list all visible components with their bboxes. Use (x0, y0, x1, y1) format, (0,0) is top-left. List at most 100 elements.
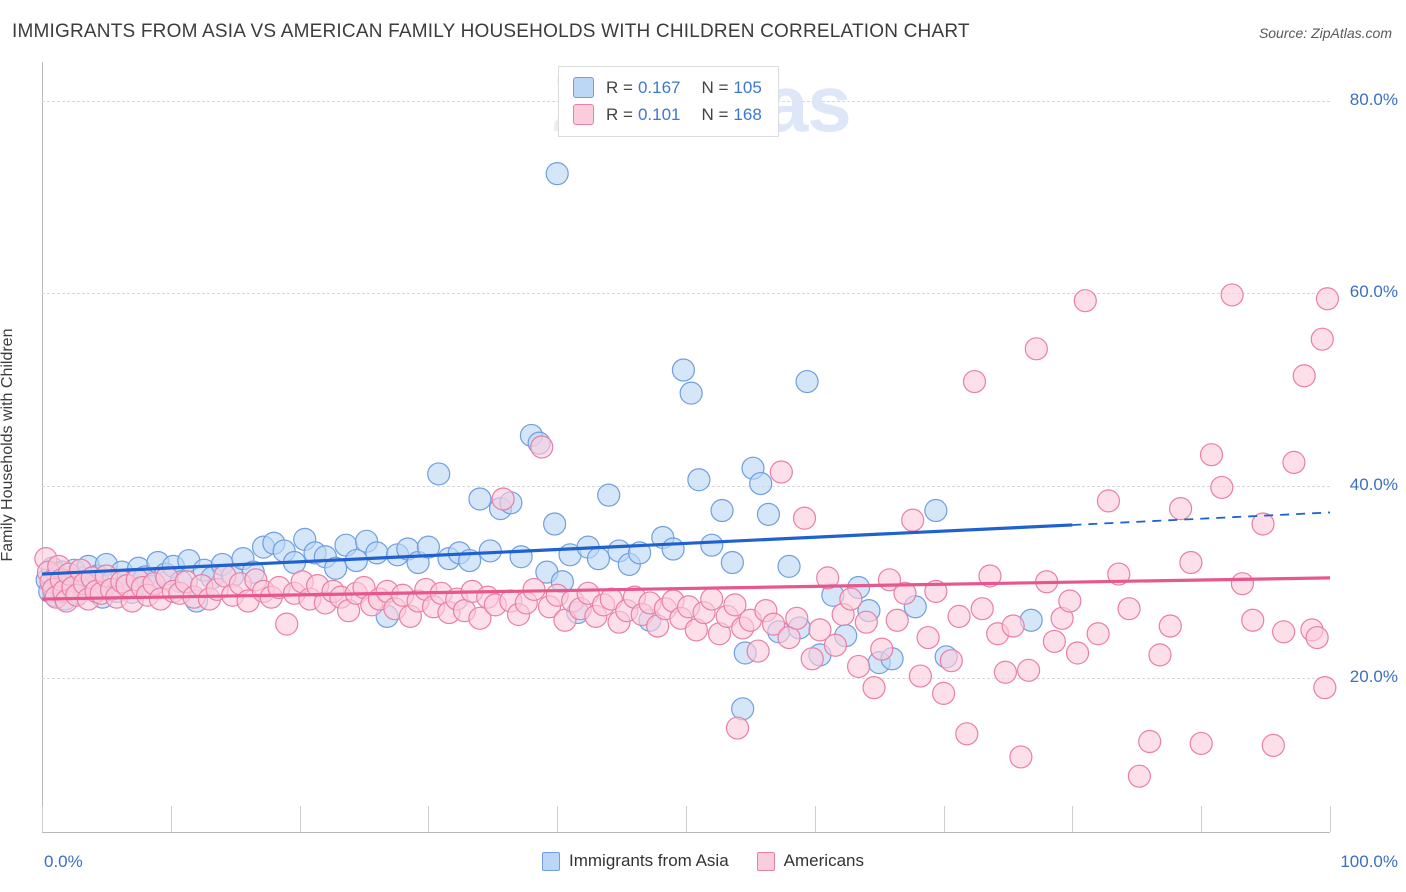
data-point (710, 498, 734, 523)
data-point (687, 468, 711, 492)
data-point (901, 508, 925, 532)
r-label-pink: R = (606, 104, 633, 124)
series-swatch-immigrants-icon (573, 77, 594, 98)
data-point (1199, 443, 1224, 467)
data-point (599, 587, 623, 611)
data-point (1241, 608, 1265, 632)
data-point (908, 664, 933, 688)
y-axis-tick-label: 20.0% (1349, 667, 1398, 686)
x-axis-line (42, 832, 1330, 833)
series-legend: Immigrants from Asia Americans (0, 851, 1406, 871)
r-value-pink: 0.101 (637, 104, 681, 124)
data-point (468, 606, 492, 630)
gridline (42, 293, 1330, 294)
data-point (679, 381, 703, 405)
data-point (1058, 589, 1082, 613)
data-point (1310, 327, 1334, 351)
data-point (993, 660, 1018, 684)
data-point (1096, 489, 1121, 513)
x-axis-min-label: 0.0% (44, 852, 83, 871)
data-point (870, 637, 894, 661)
data-point (731, 697, 755, 721)
data-point (792, 506, 817, 530)
trendline (41, 523, 1073, 576)
data-point (661, 537, 685, 561)
data-point (1009, 745, 1033, 769)
gridline (42, 678, 1330, 679)
data-point (1001, 614, 1025, 638)
data-point (275, 612, 299, 636)
trendline-extrapolated (1072, 511, 1331, 526)
data-point (756, 502, 781, 526)
data-point (854, 610, 878, 634)
data-point (1042, 629, 1066, 654)
data-point (1210, 475, 1234, 500)
data-point (746, 639, 770, 663)
r-label-blue: R = (606, 77, 633, 97)
data-point (543, 512, 567, 536)
data-point (1168, 497, 1193, 521)
data-point (1127, 764, 1151, 788)
data-point (586, 547, 611, 571)
data-point (1292, 364, 1316, 388)
data-point (785, 606, 809, 630)
plot-area: ZIPatlas (34, 59, 1340, 832)
series-swatch-americans-icon (573, 104, 594, 125)
y-axis-line (42, 62, 43, 832)
data-point (816, 566, 840, 590)
data-point (1107, 562, 1131, 586)
data-point (769, 460, 793, 484)
data-point (1073, 289, 1097, 313)
data-point (1261, 733, 1285, 757)
data-point (324, 556, 348, 580)
data-point (1315, 287, 1340, 311)
data-point (808, 618, 832, 642)
data-point (1272, 620, 1296, 644)
legend-item-americans[interactable]: Americans (756, 851, 864, 871)
data-point (795, 369, 819, 394)
x-axis-tick (428, 806, 430, 832)
data-point (720, 550, 744, 575)
data-point (978, 564, 1002, 588)
data-point (427, 462, 451, 486)
data-point (1086, 622, 1110, 646)
data-point (955, 722, 979, 746)
x-axis-tick (557, 806, 559, 832)
x-axis-tick (1201, 806, 1203, 832)
n-value-blue: 105 (733, 77, 762, 97)
scatter-points-layer (34, 162, 1340, 788)
data-point (1117, 597, 1141, 621)
legend-chip-americans-icon (756, 851, 775, 871)
data-point (1189, 731, 1213, 756)
data-point (1220, 283, 1244, 307)
data-point (862, 676, 886, 700)
y-axis-title: Family Households with Children (0, 328, 16, 562)
data-point (846, 654, 871, 679)
trendline (41, 576, 1331, 601)
data-point (761, 612, 786, 636)
data-point (749, 471, 773, 496)
data-point (1065, 641, 1090, 665)
data-point (970, 597, 994, 621)
data-point (1305, 625, 1329, 650)
n-value-pink: 168 (733, 104, 762, 124)
data-point (885, 608, 909, 632)
stats-row-pink: R = 0.101 N = 168 (573, 101, 762, 128)
data-point (545, 162, 569, 186)
data-point (700, 533, 724, 557)
x-axis-tick (299, 806, 301, 832)
data-point (916, 625, 940, 650)
x-axis-tick (814, 806, 816, 832)
data-point (597, 483, 621, 507)
data-point (1017, 658, 1041, 682)
data-point (700, 587, 724, 611)
data-point (576, 581, 600, 605)
legend-label-americans: Americans (783, 851, 864, 870)
x-axis-tick (170, 806, 172, 832)
data-point (931, 681, 956, 706)
data-point (800, 647, 824, 671)
y-axis-tick-label: 80.0% (1349, 89, 1398, 109)
legend-item-immigrants-from-asia[interactable]: Immigrants from Asia (542, 851, 729, 871)
data-point (416, 535, 440, 559)
data-point (839, 587, 863, 611)
